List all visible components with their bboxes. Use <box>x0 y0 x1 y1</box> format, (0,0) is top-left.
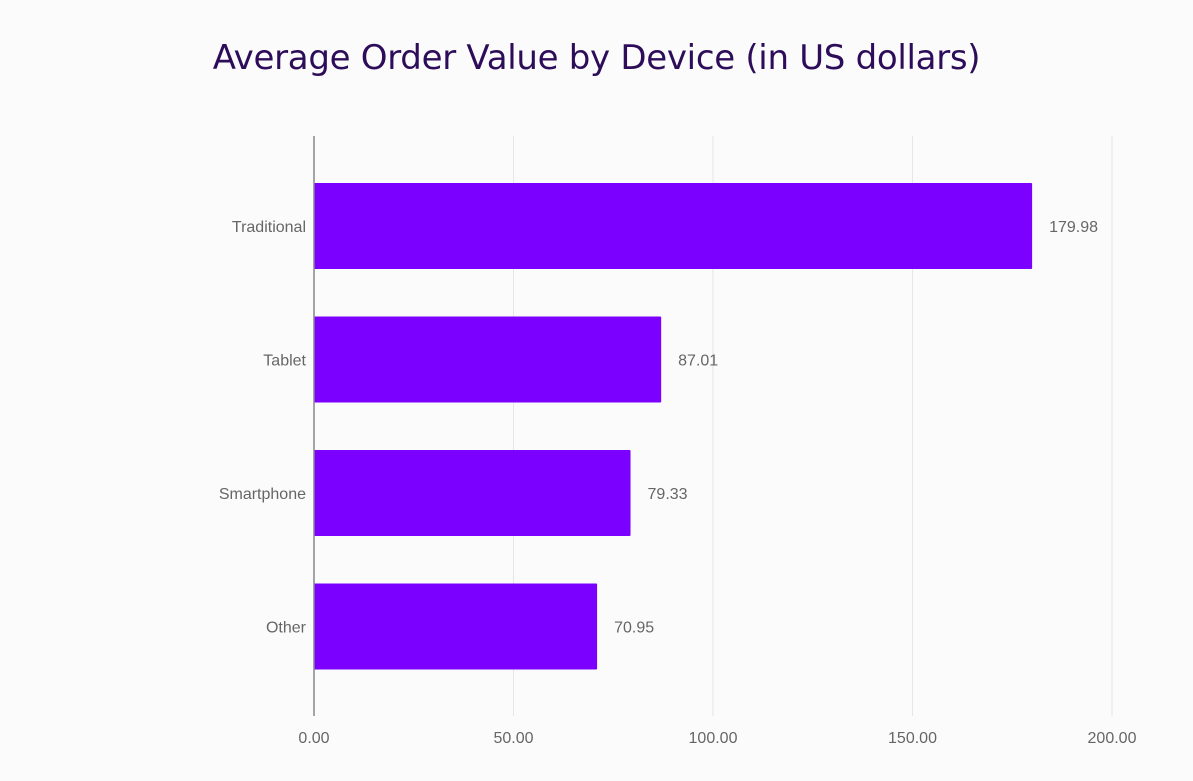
labels: 0.00 50.00 100.00 150.00 200.00 Traditional 17… <box>219 219 1137 747</box>
category-label: Traditional <box>232 219 306 236</box>
value-label: 179.98 <box>1049 219 1098 236</box>
value-label: 70.95 <box>614 620 654 637</box>
bar <box>314 316 662 403</box>
category-label: Other <box>266 620 307 637</box>
bar <box>314 583 598 670</box>
bar <box>314 183 1033 269</box>
category-label: Smartphone <box>219 486 306 503</box>
x-tick-label: 0.00 <box>298 730 329 747</box>
x-tick-label: 100.00 <box>689 730 738 747</box>
x-tick-label: 50.00 <box>493 730 533 747</box>
x-tick-label: 200.00 <box>1088 730 1137 747</box>
bars <box>314 183 1033 670</box>
category-label: Tablet <box>263 353 306 370</box>
value-label: 79.33 <box>648 486 688 503</box>
value-label: 87.01 <box>678 353 718 370</box>
x-tick-label: 150.00 <box>888 730 937 747</box>
chart-title: Average Order Value by Device (in US dol… <box>212 38 981 78</box>
bar <box>314 450 631 536</box>
